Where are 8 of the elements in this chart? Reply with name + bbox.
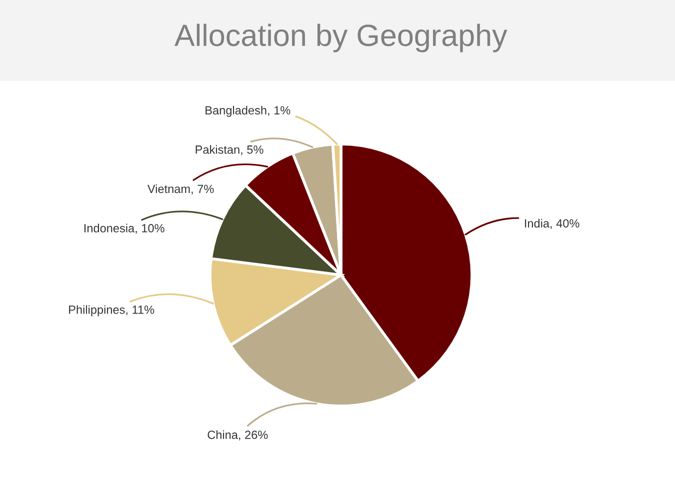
slice-label: Vietnam, 7%	[147, 184, 214, 194]
slice-label: Bangladesh, 1%	[206, 106, 290, 117]
slice-label: China, 26%	[208, 430, 268, 440]
slice-label: India, 40%	[524, 218, 580, 229]
slice-label: Philippines, 11%	[69, 305, 154, 316]
chart-title: Allocation by Geography	[174, 24, 508, 52]
slice-label: Indonesia, 10%	[84, 224, 164, 234]
slice-label: Pakistan, 5%	[196, 145, 264, 156]
